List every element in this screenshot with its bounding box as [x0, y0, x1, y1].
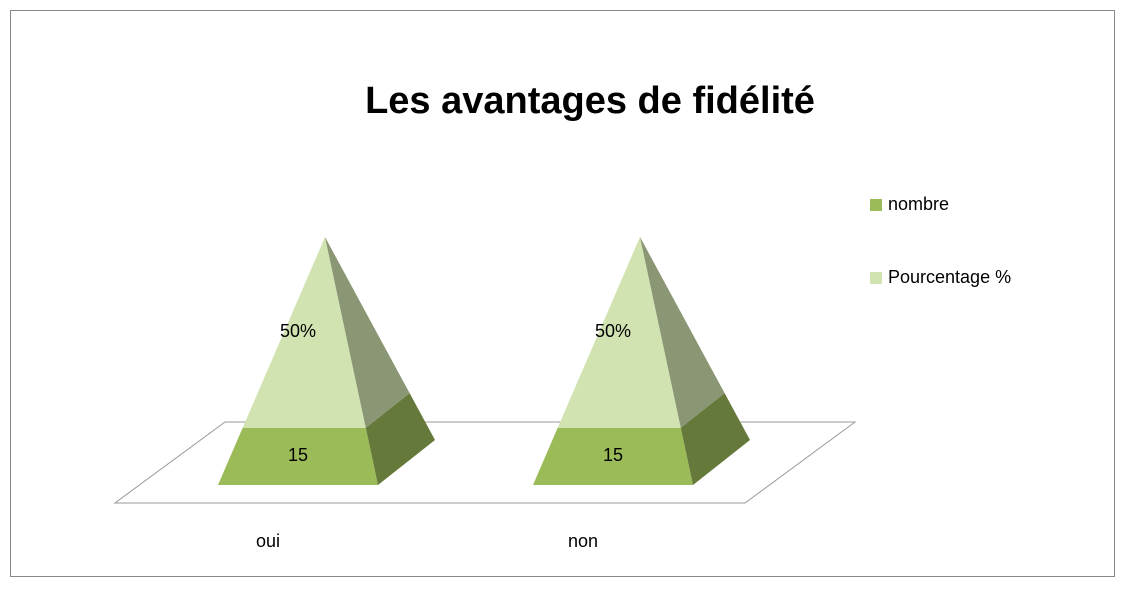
- pyramid-side: [680, 393, 750, 485]
- data-label: 15: [603, 445, 623, 465]
- pyramid-segment: [557, 237, 681, 428]
- data-label: 50%: [280, 321, 316, 341]
- legend-swatch: [870, 199, 882, 211]
- chart-title: Les avantages de fidélité: [365, 80, 815, 122]
- x-tick-label: oui: [256, 531, 280, 551]
- legend-label: Pourcentage %: [888, 267, 1011, 287]
- data-label: 15: [288, 445, 308, 465]
- x-tick-label: non: [568, 531, 598, 551]
- legend-label: nombre: [888, 194, 949, 214]
- data-label: 50%: [595, 321, 631, 341]
- pyramid-segment: [533, 427, 693, 485]
- pyramid-side: [365, 393, 435, 485]
- pyramid-segment: [242, 237, 366, 428]
- pyramid-side: [325, 237, 410, 428]
- pyramid-segment: [218, 427, 378, 485]
- pyramid-side: [640, 237, 725, 428]
- legend-swatch: [870, 272, 882, 284]
